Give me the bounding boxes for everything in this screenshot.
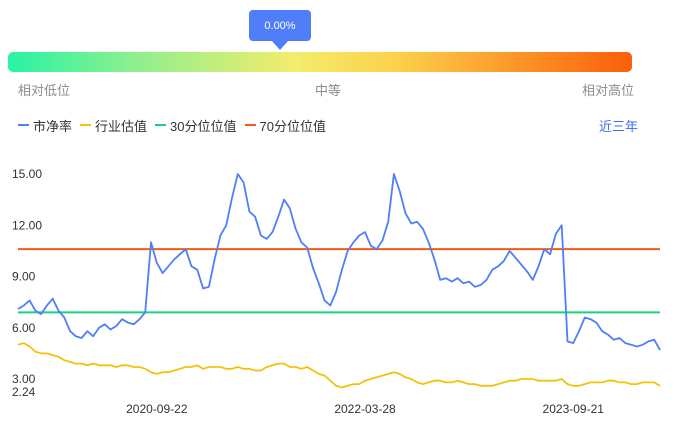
legend-p30-label: 30分位位值 xyxy=(170,118,237,134)
y-tick-label: 9.00 xyxy=(12,270,36,284)
legend-p30[interactable]: 30分位位值 xyxy=(155,116,237,135)
scale-mid-label: 中等 xyxy=(315,83,342,98)
percentile-value: 0.00% xyxy=(264,19,296,32)
chart-legend: 市净率 行业估值 30分位位值 70分位位值 xyxy=(18,116,334,134)
percentile-gauge: 0.00% 相对低位 中等 相对高位 xyxy=(0,0,686,100)
legend-industry-swatch xyxy=(80,124,92,126)
y-tick-label: 12.00 xyxy=(12,218,42,232)
y-tick-label: 15.00 xyxy=(12,167,42,181)
legend-p70[interactable]: 70分位位值 xyxy=(244,116,326,135)
y-tick-label: 2.24 xyxy=(12,385,36,399)
y-tick-label: 3.00 xyxy=(12,372,36,386)
x-tick-label: 2020-09-22 xyxy=(126,402,188,416)
industry-series-line xyxy=(17,342,661,389)
legend-p70-label: 70分位位值 xyxy=(259,118,326,134)
pointer-tail xyxy=(272,41,288,50)
legend-industry-label: 行业估值 xyxy=(95,118,148,134)
legend-pb[interactable]: 市净率 xyxy=(18,116,72,135)
legend-pb-swatch xyxy=(18,124,29,126)
gradient-bar xyxy=(8,52,632,72)
scale-low-label: 相对低位 xyxy=(18,83,71,98)
pb-series-line xyxy=(17,173,661,351)
range-selector[interactable]: 近三年 xyxy=(599,119,639,134)
percentile-pointer: 0.00% xyxy=(249,10,311,41)
x-tick-label: 2023-09-21 xyxy=(543,402,605,416)
scale-high-label: 相对高位 xyxy=(582,83,635,98)
legend-p30-swatch xyxy=(155,124,167,126)
legend-industry[interactable]: 行业估值 xyxy=(80,116,147,135)
legend-p70-swatch xyxy=(244,124,256,126)
y-tick-label: 6.00 xyxy=(12,321,36,335)
x-tick-label: 2022-03-28 xyxy=(334,402,396,416)
legend-pb-label: 市净率 xyxy=(33,118,73,134)
